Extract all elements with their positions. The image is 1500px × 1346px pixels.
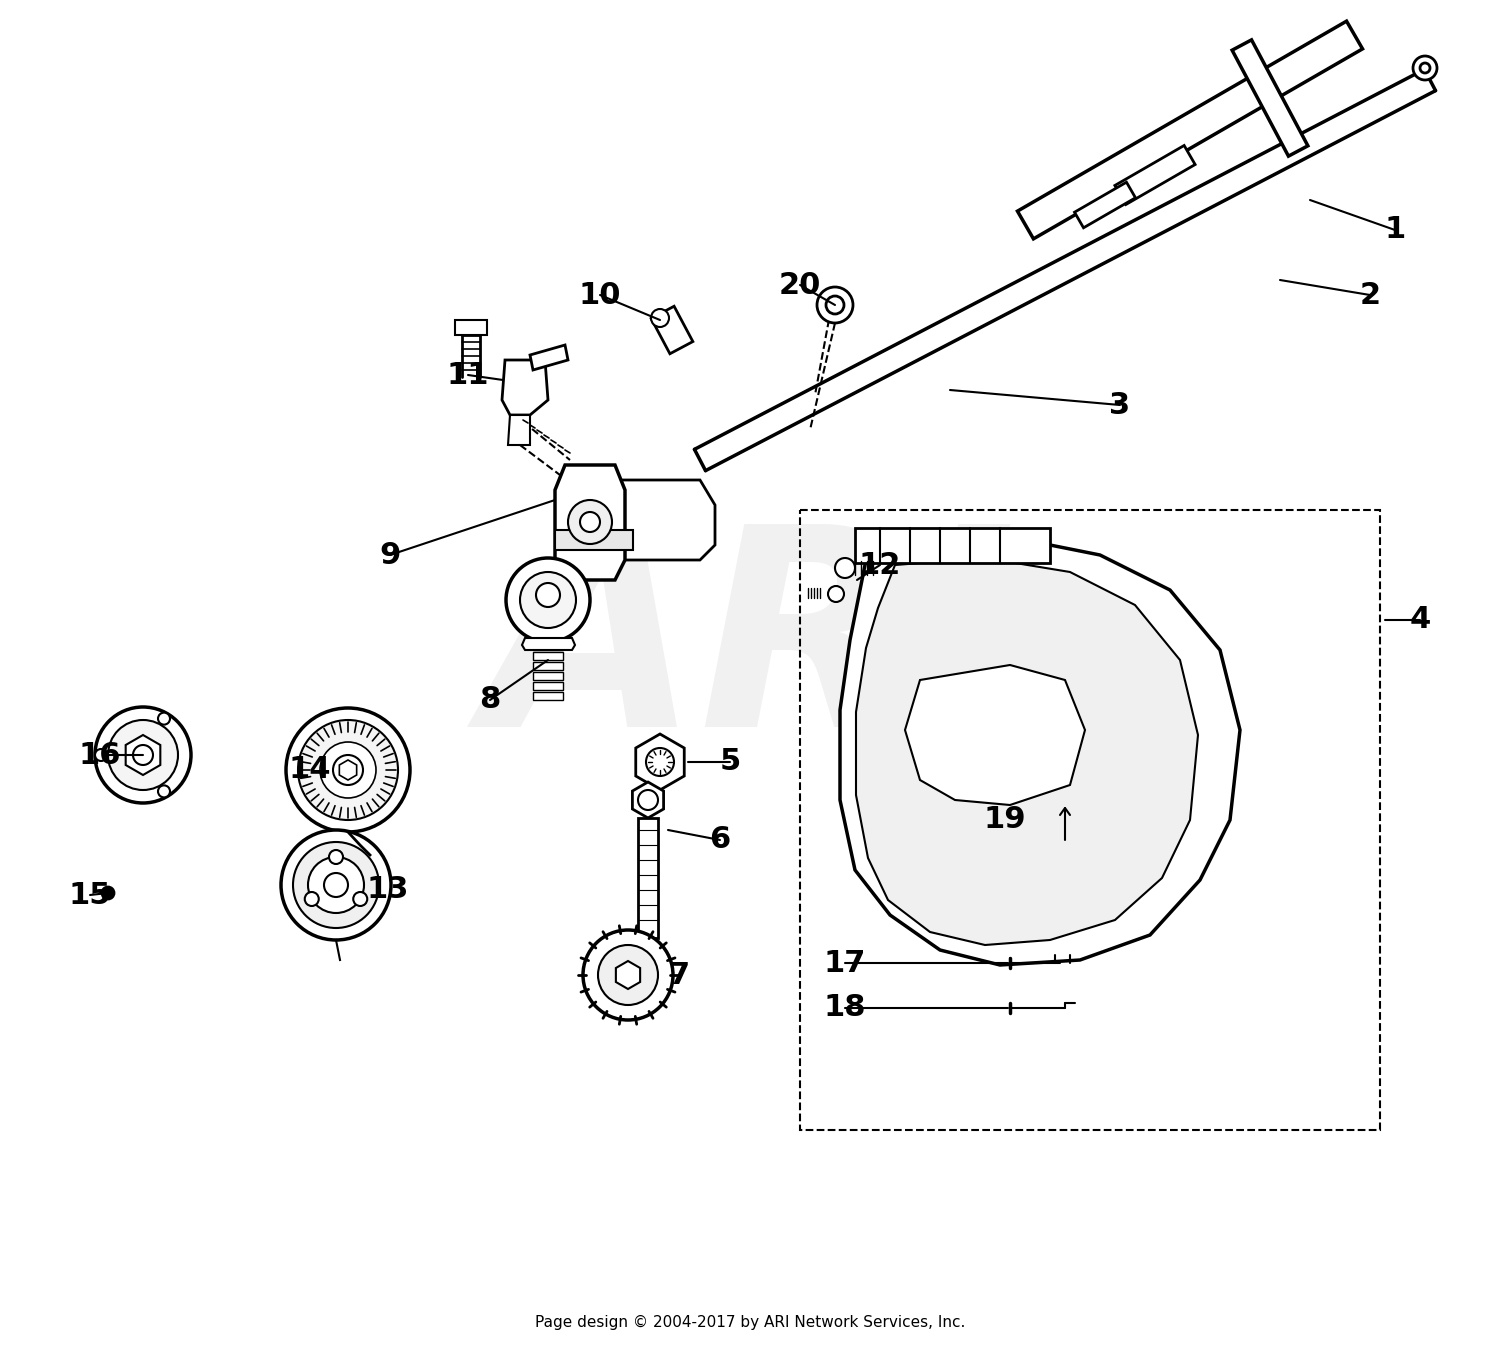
Polygon shape (555, 464, 626, 580)
Text: 5: 5 (720, 747, 741, 777)
Circle shape (328, 851, 344, 864)
Text: 10: 10 (579, 280, 621, 310)
Polygon shape (1232, 40, 1308, 156)
Polygon shape (530, 345, 568, 370)
Circle shape (286, 708, 410, 832)
Circle shape (308, 857, 364, 913)
Polygon shape (636, 734, 684, 790)
Bar (532, 672, 562, 680)
Polygon shape (840, 534, 1240, 965)
Circle shape (134, 744, 153, 765)
Polygon shape (1074, 182, 1136, 227)
Polygon shape (509, 415, 530, 446)
Polygon shape (503, 359, 548, 415)
Bar (532, 662, 562, 670)
Circle shape (1413, 57, 1437, 79)
Circle shape (828, 586, 844, 602)
Text: 19: 19 (984, 805, 1026, 835)
Circle shape (584, 930, 674, 1020)
Circle shape (304, 892, 320, 906)
Circle shape (158, 712, 170, 724)
Text: 11: 11 (447, 361, 489, 389)
Bar (532, 692, 562, 700)
Circle shape (94, 748, 106, 760)
Circle shape (94, 707, 190, 804)
Text: 7: 7 (669, 961, 690, 989)
Polygon shape (454, 320, 488, 335)
Circle shape (298, 720, 398, 820)
Circle shape (320, 742, 376, 798)
Text: 13: 13 (368, 875, 410, 905)
Bar (555, 530, 633, 551)
Circle shape (651, 310, 669, 327)
Circle shape (158, 785, 170, 797)
Text: 8: 8 (480, 685, 501, 715)
Bar (532, 642, 562, 650)
Text: 2: 2 (1359, 280, 1380, 310)
Bar (532, 682, 562, 690)
Text: ARI: ARI (484, 516, 1016, 785)
Circle shape (638, 790, 658, 810)
Circle shape (580, 511, 600, 532)
Text: 9: 9 (380, 541, 400, 569)
Bar (855, 528, 1050, 563)
Polygon shape (1017, 22, 1362, 238)
Polygon shape (616, 961, 640, 989)
Text: 3: 3 (1110, 390, 1131, 420)
Text: 20: 20 (778, 271, 820, 300)
Polygon shape (633, 782, 663, 818)
Text: 18: 18 (824, 993, 867, 1023)
Circle shape (292, 843, 380, 927)
Circle shape (520, 572, 576, 629)
Polygon shape (856, 559, 1198, 945)
Circle shape (646, 748, 674, 777)
Text: 16: 16 (78, 740, 122, 770)
Circle shape (836, 559, 855, 577)
Text: 1: 1 (1384, 215, 1406, 245)
Text: 15: 15 (69, 880, 111, 910)
Circle shape (818, 287, 854, 323)
Polygon shape (904, 665, 1084, 805)
Text: 12: 12 (859, 551, 901, 580)
Circle shape (506, 559, 590, 642)
Text: 6: 6 (710, 825, 730, 855)
Circle shape (102, 887, 114, 899)
Circle shape (827, 296, 844, 314)
Bar (638, 818, 658, 938)
Circle shape (568, 499, 612, 544)
Circle shape (333, 755, 363, 785)
Circle shape (536, 583, 560, 607)
Text: 17: 17 (824, 949, 866, 977)
Circle shape (324, 874, 348, 896)
Circle shape (1420, 63, 1430, 73)
Circle shape (352, 892, 368, 906)
Polygon shape (615, 481, 716, 560)
Text: Page design © 2004-2017 by ARI Network Services, Inc.: Page design © 2004-2017 by ARI Network S… (536, 1315, 964, 1330)
Polygon shape (1114, 145, 1196, 205)
Circle shape (280, 830, 392, 940)
Circle shape (108, 720, 178, 790)
Circle shape (598, 945, 658, 1005)
Bar (532, 651, 562, 660)
Polygon shape (126, 735, 160, 775)
Polygon shape (339, 760, 357, 779)
Text: 4: 4 (1410, 606, 1431, 634)
Text: 14: 14 (288, 755, 332, 785)
Polygon shape (522, 638, 574, 650)
Polygon shape (651, 307, 693, 354)
